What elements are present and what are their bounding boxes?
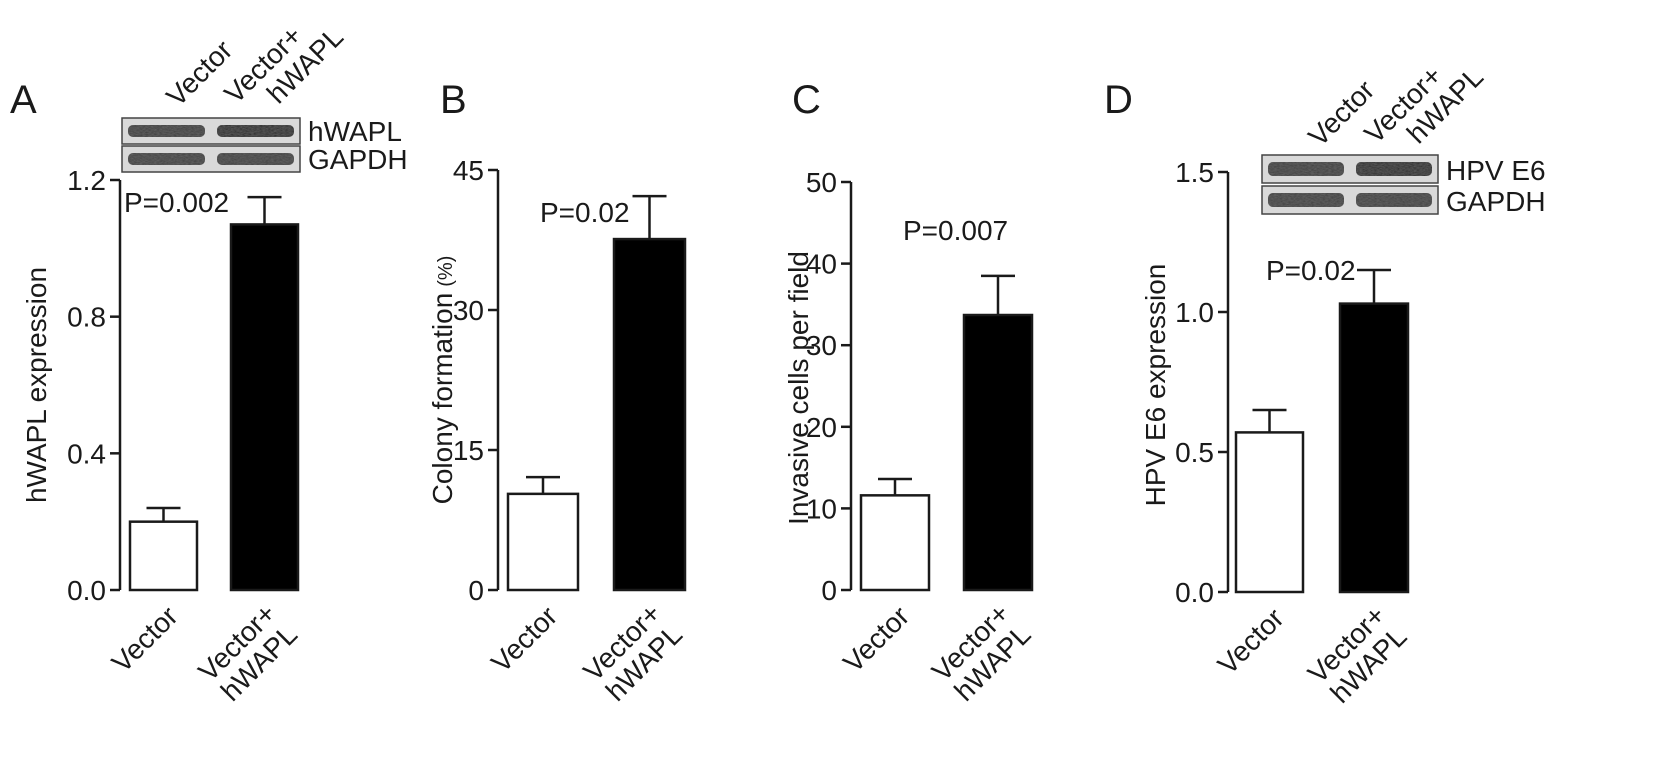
y-axis-label-text: Invasive cells per field <box>783 251 814 525</box>
blot-lane-label: Vector+hWAPL <box>1358 40 1489 171</box>
y-tick-label: 1.5 <box>1175 157 1214 188</box>
panel-a: A 0.0 0.4 0.8 1.2 hWAPL expression P=0.002 Vect… <box>10 0 408 708</box>
bar-vector-hwapl <box>1338 302 1410 594</box>
y-axis-label: Invasive cells per field <box>783 251 814 525</box>
y-tick-label: 40 <box>806 249 837 280</box>
p-value-annotation: P=0.002 <box>124 187 229 218</box>
bar-vector-hwapl <box>962 313 1034 592</box>
y-tick-label: 1.2 <box>67 165 106 196</box>
y-tick-label: 45 <box>453 155 484 186</box>
blot-band-label: GAPDH <box>1446 186 1546 217</box>
blot-lane-line: Vector <box>160 34 238 112</box>
panel-c: C 0 10 20 30 40 50 Invasive cells per field P=0.… <box>783 78 1037 708</box>
y-axis-unit: (%) <box>435 256 457 287</box>
blot-band <box>1268 162 1344 176</box>
y-axis-label-text: HPV E6 expression <box>1140 264 1171 507</box>
blot-band-label: GAPDH <box>308 144 408 175</box>
y-axis-label-text: hWAPL expression <box>21 267 52 503</box>
panel-label: D <box>1104 78 1133 122</box>
y-axis-label: hWAPL expression <box>21 267 52 503</box>
bar-vector-hwapl <box>612 237 687 592</box>
blot-band <box>128 125 205 137</box>
x-category-label: Vector+hWAPL <box>577 597 688 708</box>
y-tick-label: 0.4 <box>67 438 106 469</box>
y-tick-label: 0.0 <box>1175 577 1214 608</box>
panel-label: A <box>10 78 37 122</box>
panel-d: D 0.0 0.5 1.0 1.5 HPV E6 expression P=0.02 Vect… <box>1104 40 1546 710</box>
bar-vector <box>859 494 931 592</box>
y-tick-label: 1.0 <box>1175 297 1214 328</box>
y-tick-label: 10 <box>806 493 837 524</box>
y-tick-label: 0 <box>821 575 837 606</box>
blot-band <box>1356 162 1432 176</box>
blot-lane-label: Vector+hWAPL <box>218 0 349 131</box>
x-category-line: Vector <box>837 600 915 678</box>
p-value-annotation: P=0.02 <box>540 197 630 228</box>
blot-band <box>1268 193 1344 207</box>
p-value-annotation: P=0.007 <box>903 215 1008 246</box>
x-category-label: Vector <box>106 600 184 678</box>
blot-lane-label: Vector <box>160 34 238 112</box>
x-category-label: Vector+hWAPL <box>1302 599 1413 710</box>
y-axis-label: HPV E6 expression <box>1140 264 1171 507</box>
y-tick-label: 0.0 <box>67 575 106 606</box>
bar-vector <box>506 492 580 592</box>
y-axis-label-text: Colony formation <box>427 293 458 505</box>
panel-label: B <box>440 78 467 122</box>
y-tick-label: 0 <box>468 575 484 606</box>
blot-lane-label: Vector <box>1302 74 1380 152</box>
x-category-label: Vector+hWAPL <box>192 597 303 708</box>
panel-b: B 0 15 30 45 Colony formation (%) P=0.02 Vector V… <box>427 78 688 708</box>
x-category-label: Vector <box>485 600 563 678</box>
y-tick-label: 15 <box>453 435 484 466</box>
blot-lane-line: Vector <box>1302 74 1380 152</box>
panel-label: C <box>792 78 821 122</box>
blot-band <box>217 125 294 137</box>
y-tick-label: 0.5 <box>1175 437 1214 468</box>
x-category-line: Vector <box>485 600 563 678</box>
x-category-label: Vector <box>1212 602 1290 680</box>
blot-band <box>217 153 294 165</box>
bar-vector <box>128 520 199 592</box>
blot-band-label: hWAPL <box>308 116 402 147</box>
blot-band <box>128 153 205 165</box>
x-category-line: Vector <box>1212 602 1290 680</box>
y-tick-label: 30 <box>806 330 837 361</box>
bar-vector-hwapl <box>229 223 300 592</box>
y-axis-label: Colony formation (%) <box>427 256 458 505</box>
y-tick-label: 50 <box>806 167 837 198</box>
blot-band-label: HPV E6 <box>1446 155 1546 186</box>
p-value-annotation: P=0.02 <box>1266 255 1356 286</box>
y-tick-label: 30 <box>453 295 484 326</box>
y-tick-label: 20 <box>806 412 837 443</box>
x-category-label: Vector+hWAPL <box>926 597 1037 708</box>
y-tick-label: 0.8 <box>67 302 106 333</box>
x-category-line: Vector <box>106 600 184 678</box>
blot-band <box>1356 193 1432 207</box>
x-category-label: Vector <box>837 600 915 678</box>
bar-vector <box>1234 431 1305 594</box>
